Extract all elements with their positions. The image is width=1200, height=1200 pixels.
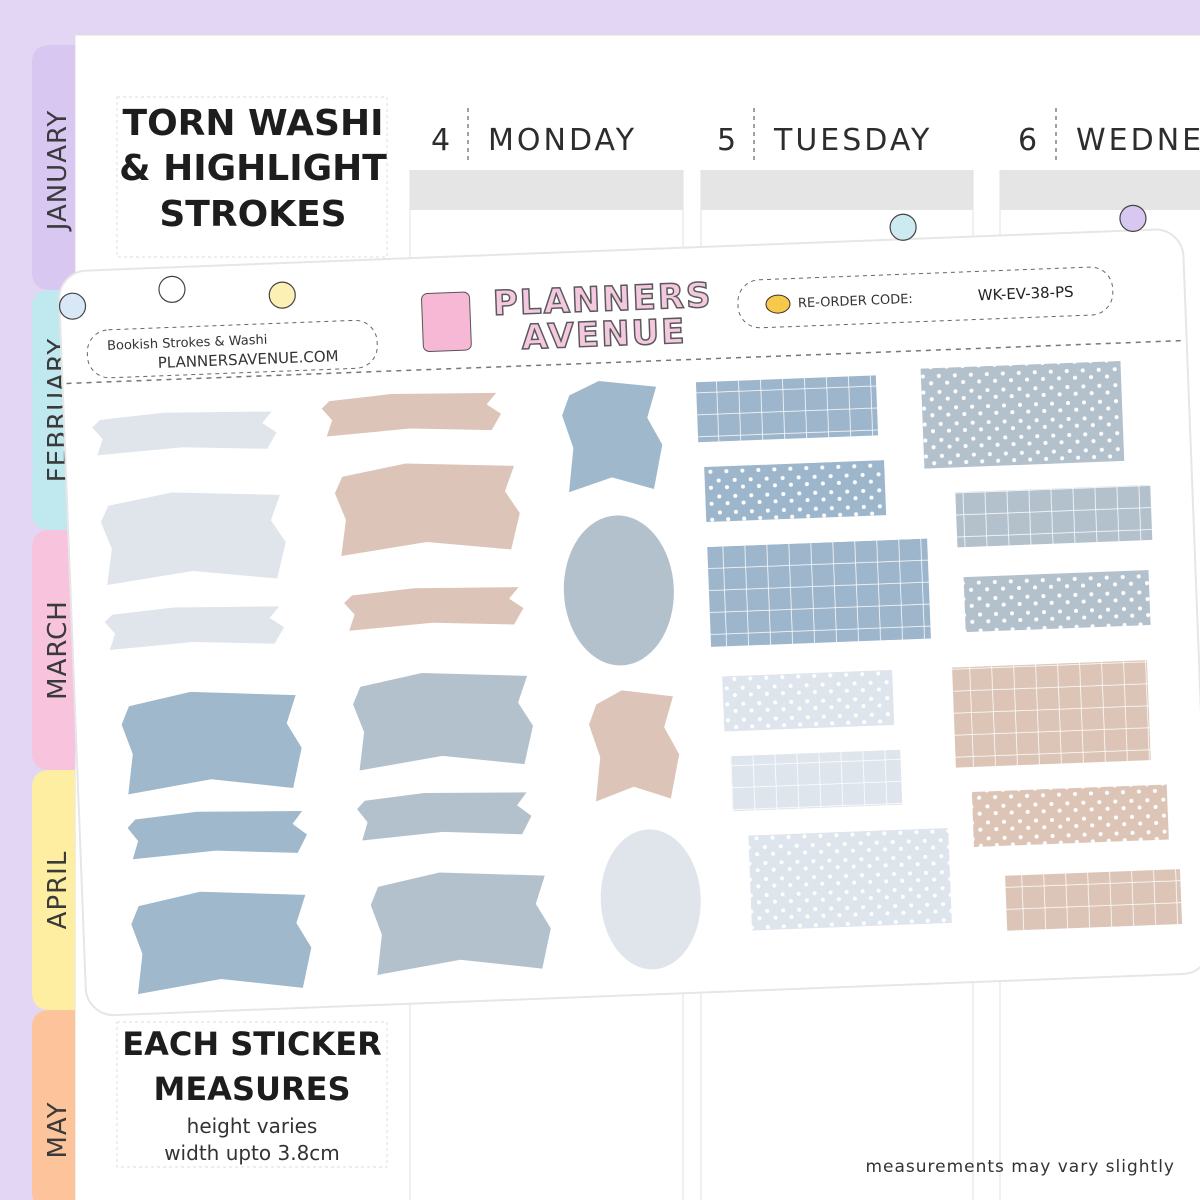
reorder-code: WK-EV-38-PS bbox=[977, 283, 1073, 305]
washi-sticker bbox=[955, 484, 1153, 548]
hexagon-decor bbox=[58, 292, 87, 320]
washi-sticker bbox=[722, 669, 895, 732]
title-line: TORN WASHI bbox=[123, 103, 384, 144]
cut-line bbox=[66, 339, 1185, 385]
brush-stroke bbox=[588, 690, 680, 802]
bee-icon bbox=[765, 294, 791, 314]
washi-sticker bbox=[704, 460, 887, 522]
measure-detail: height varies bbox=[187, 1114, 318, 1138]
month-tab bbox=[32, 1010, 75, 1200]
measure-line: MEASURES bbox=[153, 1070, 350, 1108]
blob-sticker bbox=[563, 515, 674, 666]
label-box bbox=[86, 319, 378, 379]
brush-stroke bbox=[353, 673, 533, 771]
day-number: 5 bbox=[717, 123, 739, 158]
title-line: & HIGHLIGHT bbox=[119, 148, 387, 189]
title-box bbox=[116, 96, 388, 258]
day-name: WEDNE bbox=[1076, 123, 1200, 158]
code-box bbox=[737, 266, 1114, 329]
hexagon-decor bbox=[1119, 204, 1147, 232]
brush-stroke bbox=[121, 691, 302, 795]
footnote: measurements may vary slightly bbox=[865, 1157, 1175, 1177]
title-line: STROKES bbox=[159, 194, 346, 235]
brush-stroke bbox=[127, 810, 307, 860]
brush-stroke bbox=[357, 792, 532, 841]
day-number: 6 bbox=[1018, 123, 1040, 158]
month-tab bbox=[32, 770, 75, 1010]
brush-stroke bbox=[334, 463, 520, 557]
month-tab bbox=[32, 530, 75, 770]
washi-sticker bbox=[730, 749, 903, 812]
brush-stroke bbox=[370, 872, 551, 975]
tab-label: MARCH bbox=[43, 600, 73, 700]
measure-box bbox=[116, 1021, 388, 1168]
tab-label: MAY bbox=[43, 1101, 73, 1158]
washi-sticker bbox=[748, 827, 952, 931]
day-number: 4 bbox=[431, 123, 453, 158]
brand-line: AVENUE bbox=[521, 312, 687, 358]
measure-line: EACH STICKER bbox=[122, 1025, 382, 1063]
notebook-icon bbox=[421, 291, 472, 353]
reorder-label: RE-ORDER CODE: bbox=[798, 292, 913, 311]
blob-sticker bbox=[600, 829, 701, 970]
hexagon-decor bbox=[158, 275, 186, 303]
sheet-name: Bookish Strokes & Washi bbox=[107, 333, 268, 354]
day-name: MONDAY bbox=[488, 123, 637, 158]
day-header-bar bbox=[410, 170, 683, 210]
brush-stroke bbox=[562, 381, 663, 493]
brush-stroke bbox=[104, 606, 285, 650]
washi-sticker bbox=[971, 784, 1169, 847]
brush-stroke bbox=[92, 411, 277, 456]
washi-sticker bbox=[695, 375, 879, 443]
measure-detail: width upto 3.8cm bbox=[164, 1141, 340, 1165]
month-tab bbox=[32, 45, 75, 290]
washi-sticker bbox=[1005, 869, 1183, 931]
hexagon-decor bbox=[889, 213, 917, 241]
tab-label: JANUARY bbox=[43, 110, 73, 233]
washi-sticker bbox=[963, 570, 1151, 633]
brush-stroke bbox=[321, 392, 501, 437]
brush-stroke bbox=[100, 492, 286, 586]
washi-sticker bbox=[707, 538, 931, 647]
sticker-sheet: Bookish Strokes & Washi PLANNERSAVENUE.C… bbox=[58, 204, 1200, 1017]
brand-line: PLANNERS bbox=[492, 276, 713, 324]
hexagon-decor bbox=[268, 281, 296, 309]
washi-sticker bbox=[920, 360, 1125, 469]
washi-sticker bbox=[952, 660, 1151, 768]
brush-stroke bbox=[131, 891, 312, 995]
day-name: TUESDAY bbox=[773, 123, 932, 158]
day-header-bar bbox=[1000, 170, 1200, 210]
tab-label: APRIL bbox=[43, 851, 73, 930]
brush-stroke bbox=[344, 587, 524, 631]
day-header-bar bbox=[701, 170, 973, 210]
